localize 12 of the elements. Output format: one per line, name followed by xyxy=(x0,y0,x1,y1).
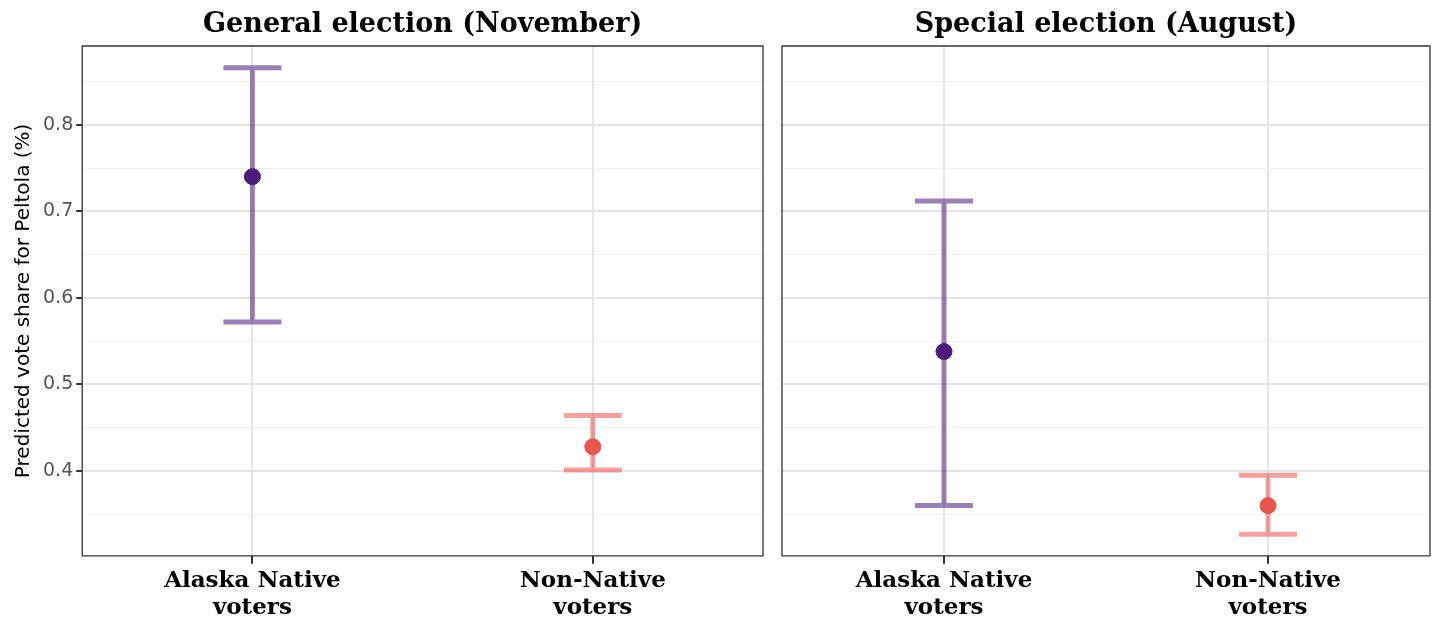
y-tick-label: 0.7 xyxy=(43,198,74,221)
x-tick-label: Alaska Native voters xyxy=(163,564,341,620)
y-axis-title: Predicted vote share for Peltola (%) xyxy=(10,123,35,479)
y-tick-label: 0.6 xyxy=(43,284,74,307)
y-tick-label: 0.5 xyxy=(43,371,74,394)
y-tick-label: 0.8 xyxy=(43,111,74,134)
x-tick-label: Alaska Native voters xyxy=(854,564,1033,620)
x-tick-label: Non-Native voters xyxy=(519,564,666,620)
y-tick-label: 0.4 xyxy=(43,457,74,480)
x-tick-label: Non-Native voters xyxy=(1195,564,1341,620)
chart-title: General election (November) xyxy=(203,7,643,39)
chart-title: Special election (August) xyxy=(914,7,1298,39)
